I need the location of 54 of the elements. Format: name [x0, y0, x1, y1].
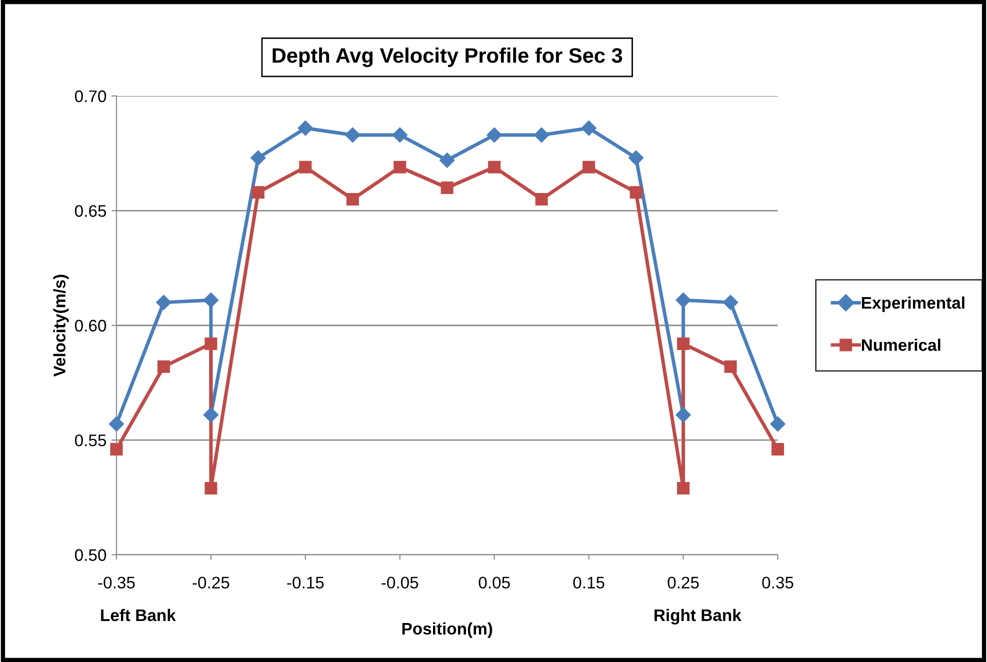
point: [204, 337, 218, 350]
y-tick-label: 0.65: [74, 205, 106, 217]
point: [345, 127, 360, 143]
point: [676, 407, 691, 422]
point: [108, 416, 124, 432]
point: [534, 127, 550, 143]
y-tick-label: 0.55: [74, 434, 106, 446]
point: [676, 292, 691, 308]
y-tick-label: 0.50: [74, 549, 106, 561]
x-tick-label: 0.35: [762, 576, 794, 589]
point: [204, 482, 218, 494]
point: [110, 442, 123, 456]
y-tick-label: 0.60: [74, 320, 106, 332]
point: [440, 152, 455, 168]
point: [486, 127, 502, 143]
x-tick-label: 0.05: [478, 576, 510, 589]
point: [722, 294, 738, 310]
x-tick-label: -0.25: [192, 576, 230, 589]
text: Right Bank: [654, 608, 742, 624]
point: [677, 337, 690, 350]
point: [535, 192, 548, 206]
x-tick-label: -0.35: [98, 576, 135, 589]
point: [677, 482, 690, 494]
point: [630, 186, 642, 199]
point: [772, 442, 784, 456]
text: Left Bank: [101, 608, 176, 622]
point: [157, 360, 170, 373]
point: [394, 160, 406, 174]
point: [298, 120, 313, 136]
point: [250, 150, 266, 166]
x-axis-title: Position(m): [402, 622, 492, 638]
point: [724, 360, 737, 373]
point: [392, 127, 408, 143]
x-tick-label: -0.15: [287, 576, 324, 589]
point: [581, 120, 596, 136]
point: [770, 416, 786, 432]
x-tick-label: -0.05: [382, 576, 418, 589]
y-axis-title: Velocity(m/s): [53, 274, 69, 377]
point: [440, 181, 454, 194]
legend-label: Experimental: [862, 296, 964, 312]
point: [156, 294, 172, 310]
point: [582, 160, 596, 174]
legend-label: Numerical: [862, 338, 940, 351]
chart-title: Depth Avg Velocity Profile for Sec 3: [272, 48, 622, 68]
x-tick-label: 0.15: [573, 576, 604, 589]
point: [203, 407, 219, 422]
y-tick-label: 0.70: [74, 90, 106, 102]
x-tick-label: 0.25: [668, 576, 699, 589]
point: [203, 292, 219, 308]
point: [299, 160, 312, 174]
point: [252, 186, 264, 199]
point: [628, 150, 644, 166]
point: [346, 192, 359, 206]
point: [488, 160, 501, 174]
